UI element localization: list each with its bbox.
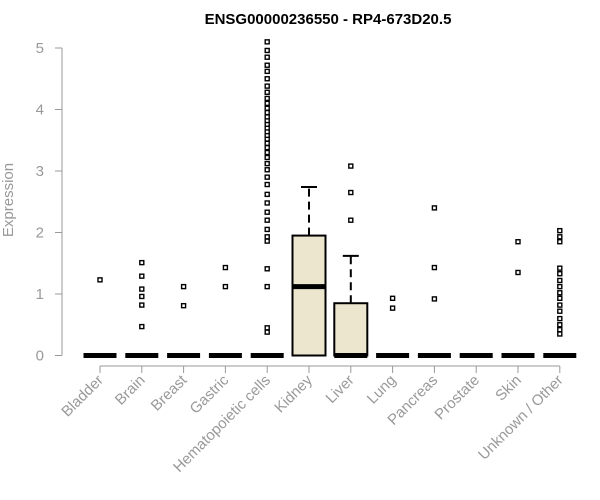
outlier-point	[139, 323, 145, 330]
x-tick-label: Liver	[323, 372, 358, 407]
outlier-point	[557, 283, 563, 290]
box-kidney	[291, 185, 327, 357]
outlier-point	[557, 308, 563, 314]
x-tick-label: Prostate	[431, 372, 483, 424]
outlier-point	[348, 163, 354, 169]
y-axis-label: Expression	[0, 163, 17, 237]
outlier-point	[264, 283, 270, 290]
outlier-point	[264, 154, 270, 161]
outlier-point	[557, 302, 563, 308]
x-tick-label: Skin	[492, 372, 525, 405]
outlier-point	[389, 295, 396, 302]
outlier-point	[264, 54, 270, 60]
outlier-point	[557, 239, 563, 245]
outlier-point	[557, 331, 563, 337]
outlier-point	[264, 191, 270, 198]
chart-title: ENSG00000236550 - RP4-673D20.5	[205, 11, 452, 28]
outlier-point	[557, 322, 563, 328]
y-tick-label: 0	[36, 348, 44, 365]
outlier-point	[264, 140, 270, 147]
outlier-point	[264, 105, 270, 111]
axes: 0 1 2 3 4 5	[36, 40, 561, 373]
outlier-point	[222, 283, 229, 290]
outlier-point	[264, 83, 270, 89]
outlier-point	[264, 109, 270, 116]
outlier-point	[431, 296, 438, 302]
outlier-point	[264, 149, 270, 156]
outlier-point	[557, 234, 563, 240]
y-tick-label: 5	[36, 40, 44, 57]
outlier-point	[264, 89, 270, 95]
x-tick-label: Kidney	[271, 371, 316, 416]
y-tick-label: 3	[36, 163, 44, 180]
outlier-point	[139, 286, 145, 292]
outlier-points	[97, 39, 563, 337]
outlier-point	[180, 283, 187, 290]
boxes	[83, 185, 577, 358]
outlier-point	[264, 144, 270, 151]
y-tick-label: 4	[36, 102, 44, 119]
outlier-point	[557, 271, 563, 277]
outlier-point	[348, 189, 354, 196]
outlier-point	[264, 100, 270, 107]
outlier-point	[139, 302, 145, 308]
outlier-point	[97, 277, 103, 283]
outlier-point	[264, 238, 270, 244]
outlier-point	[264, 209, 270, 215]
outlier-point	[264, 95, 270, 102]
outlier-point	[264, 39, 270, 45]
outlier-point	[431, 205, 438, 211]
outlier-point	[557, 315, 563, 322]
outlier-point	[264, 76, 270, 82]
outlier-point	[264, 200, 270, 206]
outlier-point	[264, 217, 270, 223]
x-tick-label: Brain	[112, 372, 149, 409]
y-tick-label: 2	[36, 225, 44, 242]
outlier-point	[431, 264, 438, 271]
outlier-point	[139, 273, 145, 279]
box-rect	[333, 302, 369, 357]
box-rect	[291, 234, 327, 357]
box-liver	[333, 254, 369, 358]
x-tick-label: Bladder	[58, 372, 107, 421]
outlier-point	[264, 181, 270, 188]
outlier-point	[264, 234, 270, 240]
outlier-point	[515, 239, 521, 245]
outlier-point	[264, 68, 270, 75]
outlier-point	[557, 265, 563, 271]
outlier-point	[264, 174, 270, 180]
outlier-point	[389, 305, 396, 311]
outlier-point	[557, 295, 563, 302]
outlier-point	[348, 217, 354, 223]
outlier-point	[557, 277, 563, 284]
outlier-point	[264, 226, 270, 233]
outlier-point	[264, 47, 270, 54]
x-tick-label: Breast	[148, 371, 191, 414]
outlier-point	[139, 293, 145, 300]
outlier-point	[222, 264, 229, 271]
outlier-point	[264, 266, 270, 272]
outlier-point	[264, 160, 270, 167]
outlier-point	[515, 269, 521, 276]
outlier-point	[557, 290, 563, 296]
y-tick-label: 1	[36, 286, 44, 303]
x-tick-label: Lung	[364, 372, 400, 408]
outlier-point	[264, 329, 270, 335]
outlier-point	[264, 62, 270, 68]
outlier-point	[139, 259, 145, 266]
outlier-point	[264, 114, 270, 120]
outlier-point	[557, 326, 563, 333]
outlier-point	[180, 302, 187, 309]
outlier-point	[264, 167, 270, 173]
outlier-point	[557, 227, 563, 234]
outlier-point	[264, 325, 270, 331]
